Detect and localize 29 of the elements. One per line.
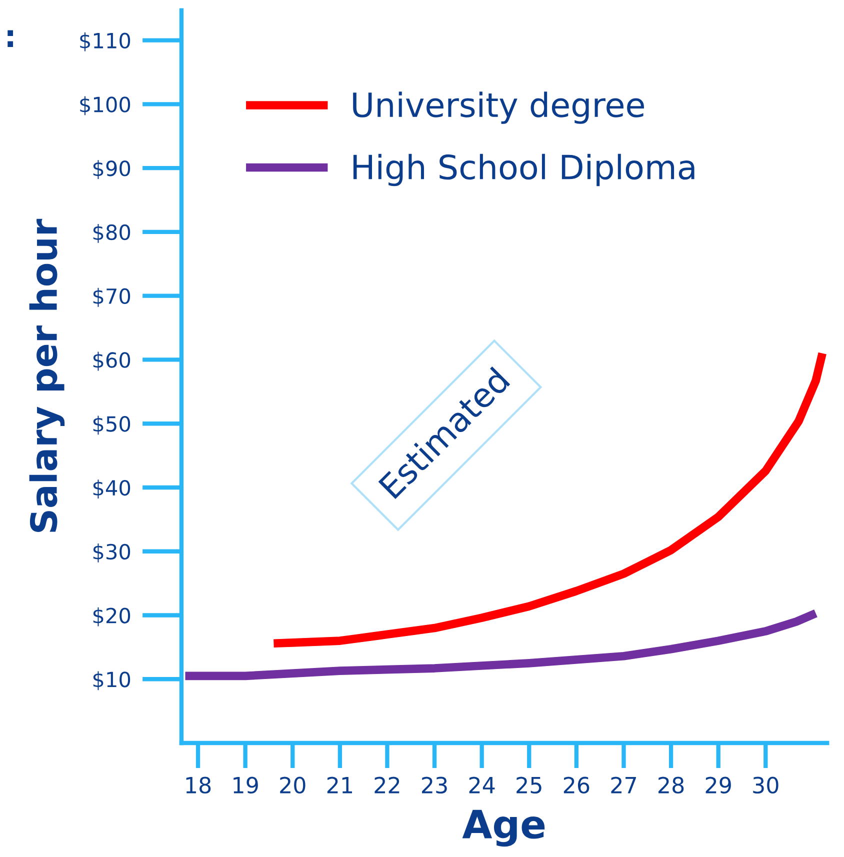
x-tick-label: 30: [753, 776, 778, 794]
y-tick-label: $60: [93, 352, 130, 371]
x-tick-label: 29: [706, 776, 731, 794]
y-tick-label: $20: [93, 607, 130, 626]
y-tick-label: $10: [93, 671, 130, 690]
y-tick-label: $70: [93, 288, 130, 307]
x-axis-title: Age: [462, 810, 545, 847]
x-tick-label: 24: [469, 776, 495, 794]
x-tick-label: 26: [564, 776, 590, 794]
x-tick-label: 19: [234, 776, 258, 794]
legend-label: High School Diploma: [353, 154, 694, 186]
x-tick-label: 27: [611, 776, 636, 794]
y-tick-label: $30: [93, 543, 130, 562]
y-tick-label: $50: [93, 416, 130, 435]
legend-label: University degree: [353, 92, 644, 124]
y-tick-label: $100: [80, 96, 130, 116]
y-axis-title: Salary per hour: [29, 218, 65, 532]
x-tick-label: 20: [280, 776, 306, 794]
text: :: [8, 30, 14, 47]
y-tick-label: $110: [80, 32, 130, 52]
x-tick-label: 28: [658, 776, 684, 794]
x-tick-label: 23: [422, 776, 447, 794]
y-tick-label: $90: [93, 160, 130, 180]
x-tick-label: 21: [327, 776, 352, 794]
y-tick-label: $80: [93, 224, 130, 243]
y-tick-label: $40: [93, 480, 130, 498]
x-tick-label: 25: [516, 776, 542, 794]
x-tick-label: 22: [374, 776, 400, 794]
x-tick-label: 18: [186, 776, 211, 794]
